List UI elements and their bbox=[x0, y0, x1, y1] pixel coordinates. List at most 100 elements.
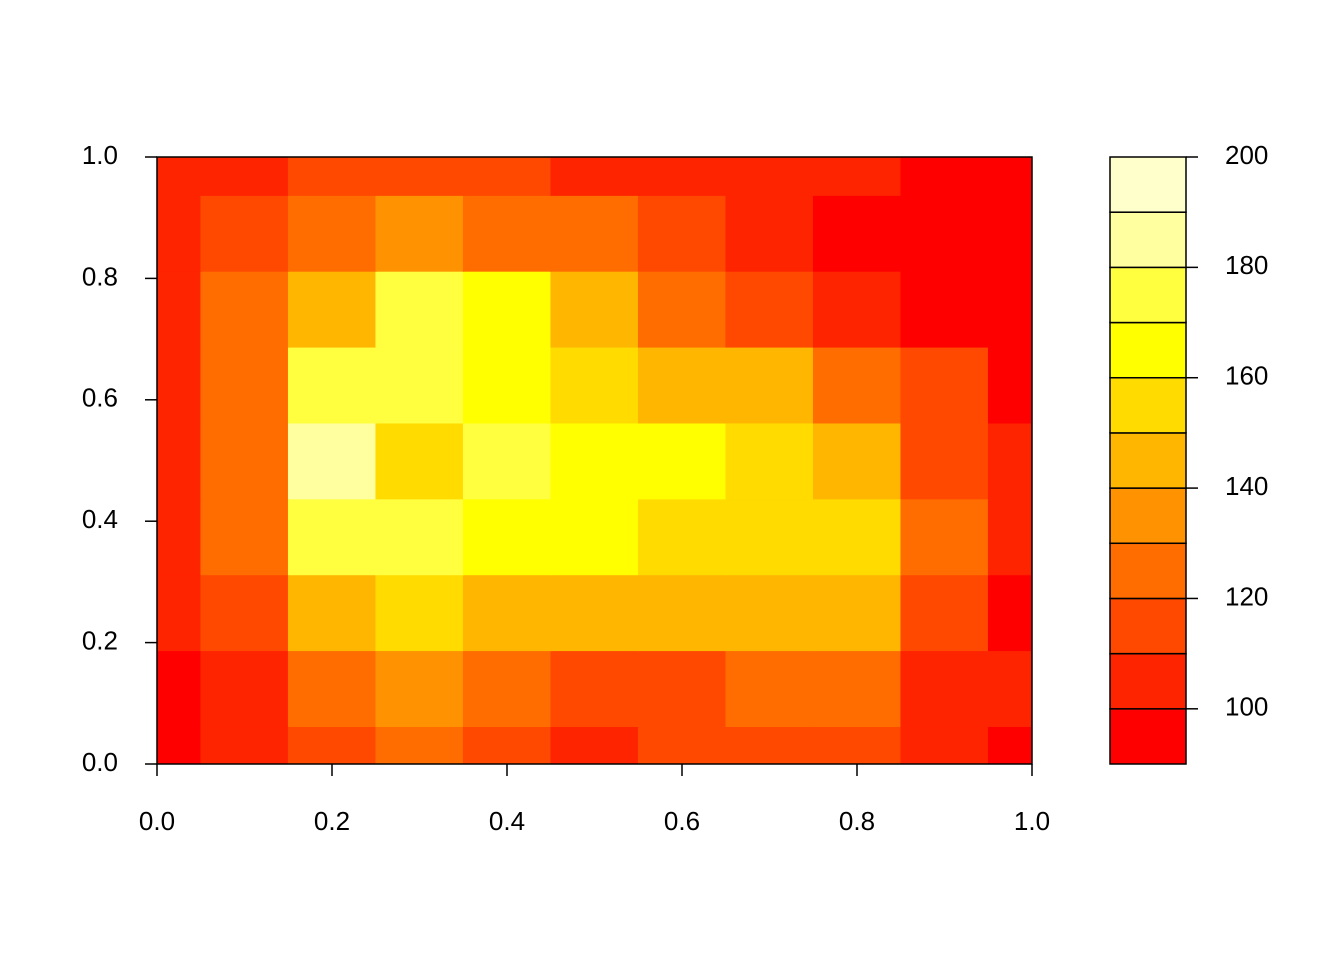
key-band bbox=[1109, 708, 1187, 765]
contour-cell bbox=[287, 422, 377, 500]
contour-cell bbox=[637, 422, 727, 500]
contour-cell bbox=[200, 157, 290, 196]
contour-cell bbox=[812, 157, 902, 196]
contour-cell bbox=[375, 498, 465, 576]
contour-cell bbox=[550, 649, 640, 727]
contour-cell bbox=[157, 194, 202, 272]
contour-cell bbox=[200, 422, 290, 500]
y-tick-label: 1.0 bbox=[82, 140, 118, 170]
contour-cell bbox=[637, 346, 727, 424]
contour-cell bbox=[157, 346, 202, 424]
key-tick-label: 160 bbox=[1225, 361, 1268, 391]
key-band bbox=[1109, 211, 1187, 269]
x-tick-label: 0.4 bbox=[489, 806, 525, 836]
key-tick-label: 200 bbox=[1225, 140, 1268, 170]
contour-cell bbox=[637, 725, 727, 764]
contour-cell bbox=[550, 157, 640, 196]
y-tick-label: 0.8 bbox=[82, 261, 118, 291]
contour-cell bbox=[900, 498, 990, 576]
contour-cell bbox=[725, 346, 815, 424]
contour-cell bbox=[200, 194, 290, 272]
contour-cell bbox=[375, 422, 465, 500]
contour-cell bbox=[812, 725, 902, 764]
contour-cell bbox=[637, 649, 727, 727]
contour-cell bbox=[157, 422, 202, 500]
contour-cell bbox=[550, 270, 640, 348]
key-band bbox=[1109, 652, 1187, 710]
key-band bbox=[1109, 376, 1187, 434]
contour-cell bbox=[550, 422, 640, 500]
key-band bbox=[1109, 266, 1187, 324]
contour-cell bbox=[462, 346, 552, 424]
contour-cell bbox=[987, 725, 1032, 764]
contour-cell bbox=[287, 194, 377, 272]
key-band bbox=[1109, 597, 1187, 655]
contour-cell bbox=[462, 725, 552, 764]
contour-cell bbox=[725, 270, 815, 348]
key-tick-label: 100 bbox=[1225, 692, 1268, 722]
key-band bbox=[1109, 432, 1187, 489]
contour-cell bbox=[375, 725, 465, 764]
contour-cell bbox=[287, 574, 377, 652]
contour-cell bbox=[200, 346, 290, 424]
contour-cell bbox=[157, 725, 202, 764]
contour-cell bbox=[812, 422, 902, 500]
contour-cell bbox=[637, 270, 727, 348]
contour-cell bbox=[462, 649, 552, 727]
contour-cell bbox=[462, 498, 552, 576]
contour-cell bbox=[375, 157, 465, 196]
contour-cell bbox=[987, 157, 1032, 196]
contour-cell bbox=[725, 725, 815, 764]
contour-cell bbox=[900, 422, 990, 500]
contour-cell bbox=[200, 649, 290, 727]
contour-cell bbox=[287, 346, 377, 424]
contour-cell bbox=[157, 270, 202, 348]
contour-cell bbox=[637, 157, 727, 196]
x-tick-label: 0.8 bbox=[839, 806, 875, 836]
contour-cell bbox=[637, 194, 727, 272]
key-band bbox=[1109, 156, 1187, 213]
contour-cell bbox=[725, 649, 815, 727]
contour-cell bbox=[987, 574, 1032, 652]
contour-cell bbox=[157, 498, 202, 576]
contour-cell bbox=[157, 649, 202, 727]
y-tick-label: 0.4 bbox=[82, 504, 118, 534]
contour-cell bbox=[987, 270, 1032, 348]
contour-cell bbox=[287, 725, 377, 764]
contour-cell bbox=[462, 157, 552, 196]
contour-cell bbox=[900, 157, 990, 196]
contour-cell bbox=[462, 422, 552, 500]
contour-cell bbox=[375, 649, 465, 727]
key-band bbox=[1109, 542, 1187, 600]
contour-cell bbox=[287, 649, 377, 727]
contour-cell bbox=[725, 194, 815, 272]
contour-cell bbox=[200, 725, 290, 764]
x-tick-label: 0.0 bbox=[139, 806, 175, 836]
contour-cell bbox=[200, 270, 290, 348]
contour-cell bbox=[287, 157, 377, 196]
contour-cell bbox=[900, 649, 990, 727]
plot-frame bbox=[156, 156, 1033, 765]
contour-cell bbox=[987, 498, 1032, 576]
x-tick-label: 0.6 bbox=[664, 806, 700, 836]
contour-cell bbox=[987, 346, 1032, 424]
contour-cell bbox=[550, 194, 640, 272]
contour-cell bbox=[725, 574, 815, 652]
contour-cell bbox=[812, 194, 902, 272]
contour-cell bbox=[287, 498, 377, 576]
contour-cell bbox=[550, 725, 640, 764]
contour-cell bbox=[725, 498, 815, 576]
contour-cell bbox=[375, 194, 465, 272]
contour-cell bbox=[900, 725, 990, 764]
contour-cell bbox=[157, 574, 202, 652]
contour-cell bbox=[725, 422, 815, 500]
contour-cell bbox=[637, 498, 727, 576]
contour-cell bbox=[375, 574, 465, 652]
contour-cell bbox=[812, 498, 902, 576]
contour-cell bbox=[987, 422, 1032, 500]
contour-cell bbox=[157, 157, 202, 196]
contour-cell bbox=[987, 649, 1032, 727]
contour-cell bbox=[812, 270, 902, 348]
y-tick-label: 0.0 bbox=[82, 747, 118, 777]
